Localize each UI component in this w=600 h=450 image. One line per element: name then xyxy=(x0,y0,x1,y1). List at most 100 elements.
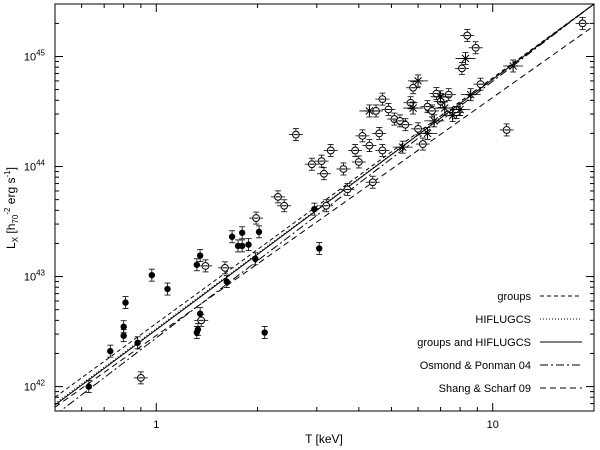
data-point-star xyxy=(359,104,380,118)
y-tick-label-exp: 44 xyxy=(36,159,45,168)
data-point-filled xyxy=(122,296,129,309)
filled-marker xyxy=(261,329,268,336)
y-label-base: L xyxy=(4,242,18,249)
data-point-filled xyxy=(228,230,236,244)
fit-lines xyxy=(55,4,594,411)
data-point-open xyxy=(454,61,469,75)
y-tick-label-base: 10 xyxy=(24,382,36,394)
y-label-h-sup: -2 xyxy=(3,207,12,215)
data-point-filled xyxy=(255,225,263,239)
asterisk-stroke xyxy=(365,107,374,115)
data-point-star xyxy=(417,127,438,140)
legend-label: Osmond & Ponman 04 xyxy=(420,360,531,372)
data-point-open xyxy=(381,103,396,116)
data-point-open xyxy=(441,88,456,102)
data-point-filled xyxy=(311,202,318,216)
data-point-open xyxy=(133,371,148,385)
data-point-open xyxy=(460,29,475,42)
data-point-star xyxy=(460,88,481,102)
data-point-star xyxy=(403,101,424,115)
data-point-open xyxy=(194,313,209,327)
data-point-open xyxy=(468,41,483,55)
data-point-open xyxy=(314,154,329,168)
data-point-open xyxy=(398,118,413,132)
data-point-open xyxy=(365,175,380,189)
data-point-filled xyxy=(316,242,323,255)
data-point-open xyxy=(499,123,514,137)
data-point-open xyxy=(249,211,264,225)
y-label-bracket-close: ] xyxy=(4,167,18,170)
filled-marker xyxy=(252,255,259,263)
filled-marker xyxy=(107,347,114,355)
fit-line-groups xyxy=(55,4,594,398)
legend-label: Shang & Scharf 09 xyxy=(439,383,531,395)
y-label-bracket-open: [h xyxy=(4,224,18,237)
data-point-star xyxy=(450,103,471,116)
y-tick-label-exp: 42 xyxy=(36,379,45,388)
asterisk-stroke xyxy=(409,104,418,112)
filled-marker xyxy=(164,285,171,293)
data-point-open xyxy=(406,81,421,95)
fit-line-osmond-ponman-04 xyxy=(59,4,594,411)
asterisk-stroke xyxy=(414,77,422,85)
filled-marker xyxy=(223,278,230,285)
axis-ticks xyxy=(54,3,595,412)
y-tick-label-base: 10 xyxy=(24,162,36,174)
data-point-star xyxy=(503,59,524,73)
y-tick-label: 1042 xyxy=(24,379,46,394)
data-point-open xyxy=(355,129,370,143)
legend-label: groups and HIFLUGCS xyxy=(417,337,531,349)
plot-frame xyxy=(54,3,595,412)
y-tick-label-exp: 43 xyxy=(36,269,45,278)
y-axis-label: LX [h70-2 erg s-1] xyxy=(3,167,20,249)
filled-marker xyxy=(120,332,127,339)
data-point-open xyxy=(348,144,363,157)
y-tick-label: 1044 xyxy=(24,159,46,174)
data-point-open xyxy=(323,144,338,157)
filled-marker xyxy=(122,299,129,306)
filled-marker xyxy=(193,261,201,268)
asterisk-stroke xyxy=(448,111,457,120)
data-point-star xyxy=(434,101,455,115)
fit-line-hiflugcs xyxy=(55,4,594,405)
data-point-filled xyxy=(107,344,114,358)
data-point-open xyxy=(415,137,430,151)
data-point-open xyxy=(375,92,390,106)
data-point-filled xyxy=(238,239,246,253)
asterisk-stroke xyxy=(423,129,432,138)
data-point-filled xyxy=(148,268,156,282)
filled-marker xyxy=(120,323,127,330)
x-tick-label: 10 xyxy=(487,419,499,431)
data-points xyxy=(85,16,590,393)
data-point-filled xyxy=(196,249,204,263)
legend-label: HIFLUGCS xyxy=(475,314,531,326)
data-point-filled xyxy=(85,380,92,393)
data-point-filled xyxy=(120,320,127,334)
asterisk-stroke xyxy=(461,54,470,63)
filled-marker xyxy=(148,271,156,279)
data-point-filled xyxy=(193,258,201,272)
x-axis-label: T [keV] xyxy=(305,432,343,446)
data-point-open xyxy=(336,162,351,176)
y-label-sub: X xyxy=(11,236,20,242)
filled-marker xyxy=(316,245,323,252)
data-point-open xyxy=(362,139,377,152)
data-point-open xyxy=(288,128,303,142)
filled-marker xyxy=(255,228,263,236)
data-point-filled xyxy=(194,323,202,336)
filled-marker xyxy=(194,326,202,333)
y-tick-label-base: 10 xyxy=(24,51,36,63)
data-point-filled xyxy=(252,252,259,266)
asterisk-stroke xyxy=(456,105,465,114)
asterisk-stroke xyxy=(509,62,518,70)
filled-marker xyxy=(196,252,204,259)
data-point-star xyxy=(442,109,463,123)
data-point-open xyxy=(392,114,407,128)
filled-marker xyxy=(196,310,204,317)
asterisk-stroke xyxy=(440,104,449,112)
data-point-star xyxy=(424,114,445,128)
data-point-open xyxy=(340,182,355,196)
filled-marker xyxy=(238,242,246,250)
y-tick-label-exp: 45 xyxy=(36,48,45,57)
